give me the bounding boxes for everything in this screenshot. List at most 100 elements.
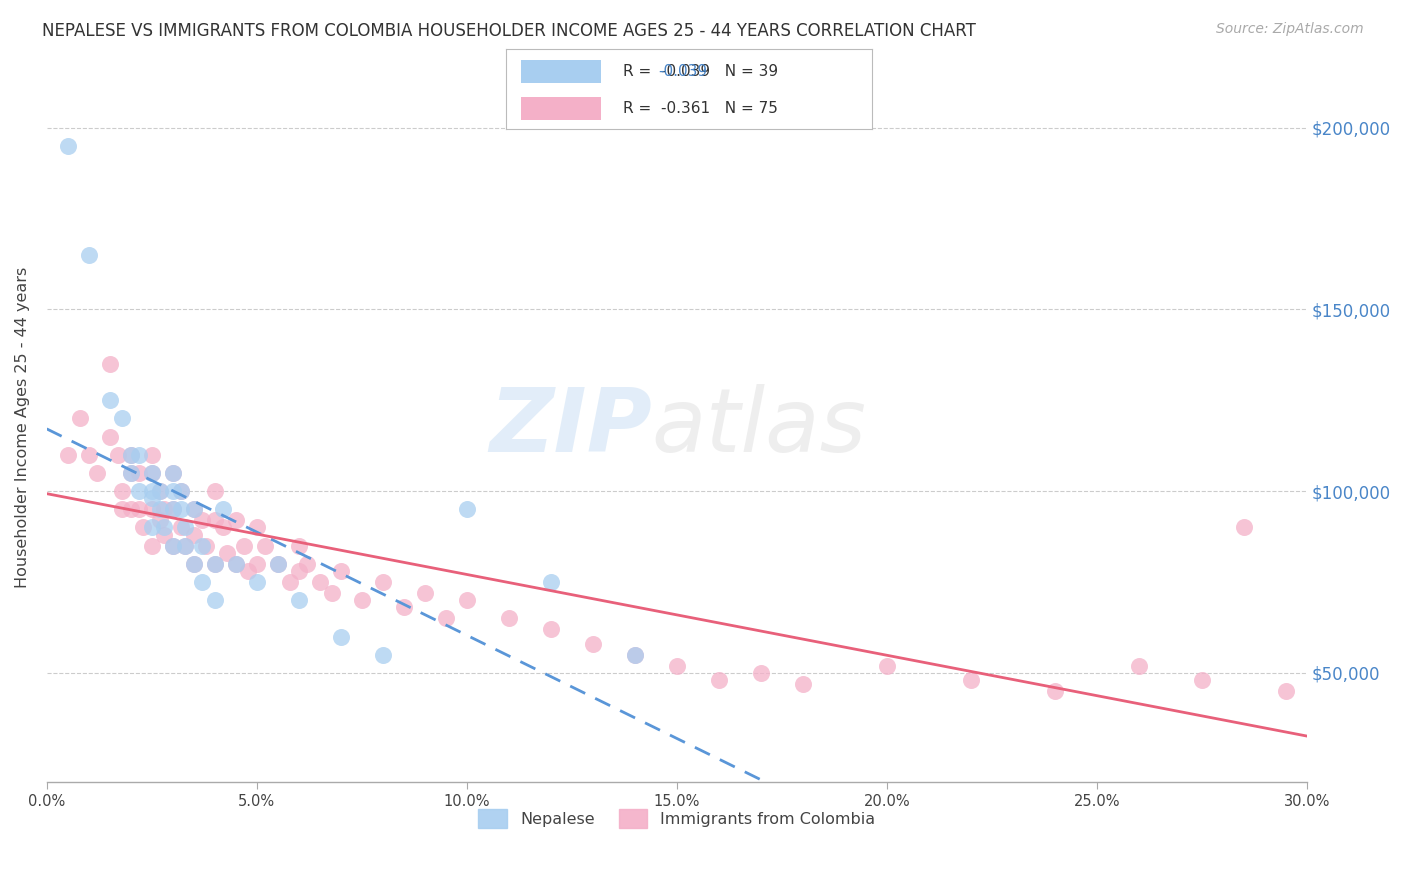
Point (56, 138, 79, 153)
Point (141, 466, 163, 480)
Point (392, 600, 415, 615)
Point (287, 539, 309, 553)
Point (624, 648, 647, 662)
Point (98, 393, 121, 408)
Point (371, 574, 394, 589)
FancyBboxPatch shape (520, 61, 602, 83)
Point (141, 520, 163, 534)
Point (107, 448, 129, 462)
Text: ZIP: ZIP (489, 384, 651, 471)
Point (246, 557, 269, 571)
Point (120, 448, 142, 462)
Point (582, 637, 605, 651)
Point (287, 564, 309, 578)
Point (225, 557, 247, 571)
Point (321, 586, 343, 600)
Text: -0.039: -0.039 (658, 64, 707, 79)
Point (183, 557, 205, 571)
Point (308, 574, 330, 589)
Point (170, 484, 193, 499)
Point (120, 502, 142, 516)
Point (128, 466, 150, 480)
Point (132, 520, 155, 534)
Point (141, 539, 163, 553)
Point (111, 484, 134, 499)
Point (540, 574, 562, 589)
Text: NEPALESE VS IMMIGRANTS FROM COLOMBIA HOUSEHOLDER INCOME AGES 25 - 44 YEARS CORRE: NEPALESE VS IMMIGRANTS FROM COLOMBIA HOU… (42, 22, 976, 40)
Point (141, 502, 163, 516)
Point (153, 502, 176, 516)
Point (111, 411, 134, 425)
Point (183, 502, 205, 516)
Point (212, 502, 235, 516)
Text: atlas: atlas (651, 384, 866, 470)
Point (162, 539, 184, 553)
Point (371, 648, 394, 662)
Point (191, 513, 214, 527)
Point (111, 502, 134, 516)
Point (128, 502, 150, 516)
Point (141, 491, 163, 506)
Point (267, 557, 290, 571)
Point (153, 520, 176, 534)
Point (174, 539, 197, 553)
Point (498, 611, 520, 625)
Point (960, 673, 983, 688)
Point (141, 448, 163, 462)
Point (329, 564, 352, 578)
Point (98, 357, 121, 371)
Point (174, 520, 197, 534)
Point (204, 557, 226, 571)
Point (1233, 520, 1256, 534)
Point (267, 557, 290, 571)
Point (1128, 658, 1150, 673)
Point (98, 429, 121, 443)
Point (183, 502, 205, 516)
Point (162, 484, 184, 499)
Point (149, 484, 172, 499)
Point (456, 502, 478, 516)
Point (120, 448, 142, 462)
FancyBboxPatch shape (520, 97, 602, 120)
Point (56, 448, 79, 462)
Point (174, 539, 197, 553)
Point (204, 593, 226, 607)
Point (128, 484, 150, 499)
Point (204, 557, 226, 571)
Text: R =  -0.039   N = 39: R = -0.039 N = 39 (623, 64, 779, 79)
Point (792, 677, 814, 691)
Point (204, 513, 226, 527)
Point (665, 658, 688, 673)
Point (540, 622, 562, 636)
Point (162, 539, 184, 553)
Point (149, 502, 172, 516)
Point (77, 448, 100, 462)
Point (876, 658, 898, 673)
Point (212, 520, 235, 534)
Point (233, 539, 256, 553)
Point (149, 484, 172, 499)
Point (162, 466, 184, 480)
Point (246, 520, 269, 534)
Point (162, 466, 184, 480)
Text: Source: ZipAtlas.com: Source: ZipAtlas.com (1216, 22, 1364, 37)
Point (69, 411, 91, 425)
Point (1275, 684, 1298, 698)
Point (278, 574, 301, 589)
Point (246, 574, 269, 589)
Point (183, 528, 205, 542)
Text: R =  -0.361   N = 75: R = -0.361 N = 75 (623, 101, 778, 116)
Point (287, 593, 309, 607)
Point (195, 539, 218, 553)
Point (254, 539, 277, 553)
Point (217, 546, 239, 560)
Point (170, 502, 193, 516)
Point (1191, 673, 1213, 688)
Point (128, 448, 150, 462)
Point (413, 586, 436, 600)
Point (191, 574, 214, 589)
Point (141, 484, 163, 499)
Point (141, 466, 163, 480)
Point (86, 466, 108, 480)
Point (153, 528, 176, 542)
